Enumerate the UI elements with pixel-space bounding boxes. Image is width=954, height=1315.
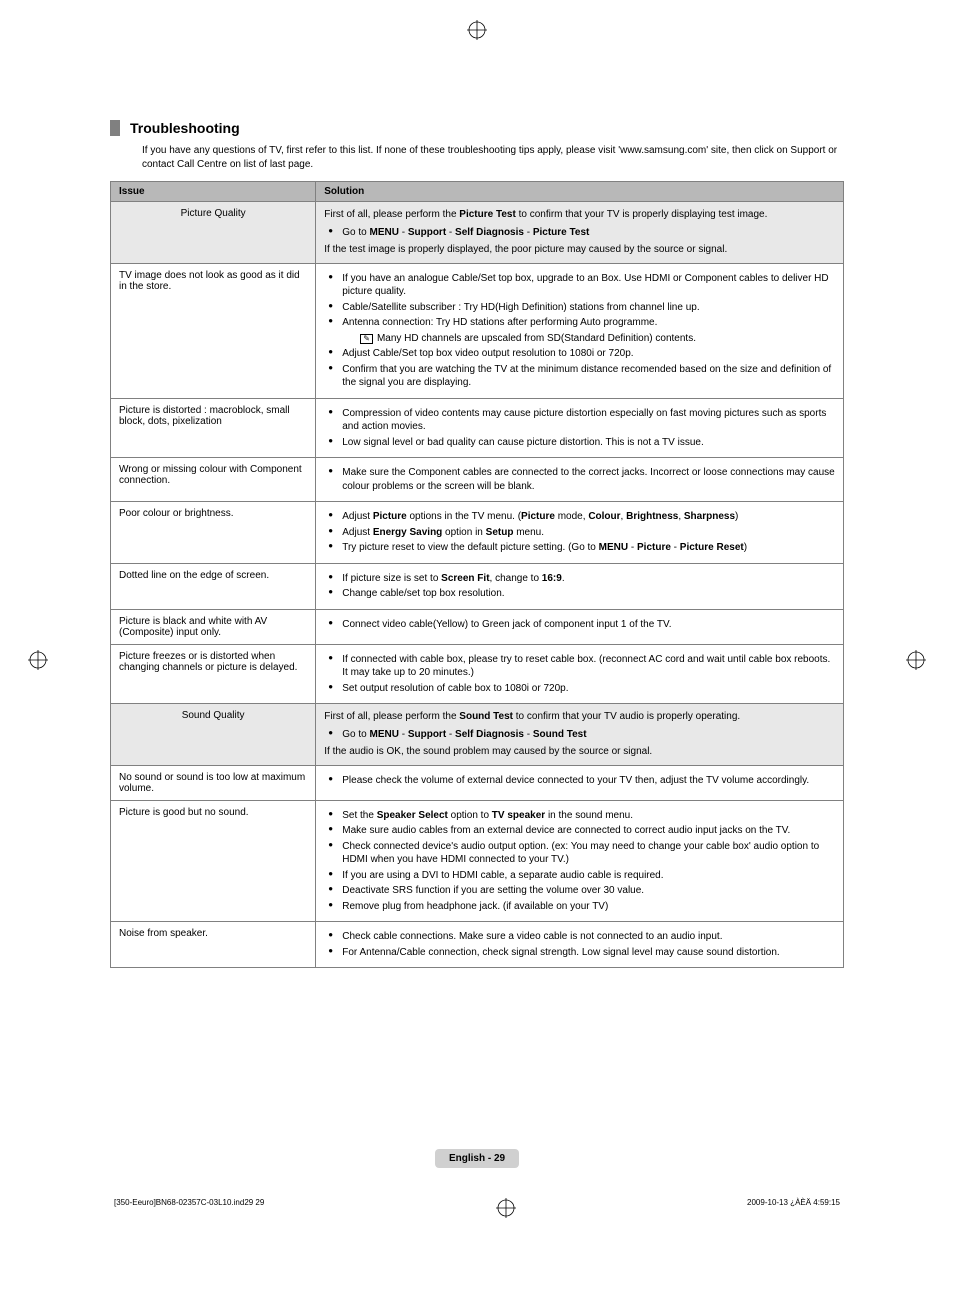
solution-item: Adjust Picture options in the TV menu. (… (324, 510, 835, 524)
crop-mark-top (467, 20, 487, 40)
solution-item: Make sure the Component cables are conne… (324, 466, 835, 493)
print-footer-right: 2009-10-13 ¿ÀÈÄ 4:59:15 (747, 1198, 840, 1218)
solution-item: Deactivate SRS function if you are setti… (324, 884, 835, 898)
table-row: Poor colour or brightness. Adjust Picture… (111, 502, 844, 564)
issue-cell: Picture is good but no sound. (111, 800, 316, 922)
solution-item: Change cable/set top box resolution. (324, 587, 835, 601)
section-header: Troubleshooting (110, 120, 844, 136)
table-row: Picture is distorted : macroblock, small… (111, 398, 844, 458)
solution-intro: First of all, please perform the Sound T… (324, 710, 835, 724)
note-icon: ✎ (360, 334, 373, 345)
solution-item: Connect video cable(Yellow) to Green jac… (324, 618, 835, 632)
solution-item: Go to MENU - Support - Self Diagnosis - … (324, 226, 835, 240)
solution-item: Set the Speaker Select option to TV spea… (324, 809, 835, 823)
solution-item: Try picture reset to view the default pi… (324, 541, 835, 555)
issue-cell: Picture Quality (111, 202, 316, 264)
solution-item: Remove plug from headphone jack. (if ava… (324, 900, 835, 914)
solution-item: Low signal level or bad quality can caus… (324, 436, 835, 450)
solution-intro: First of all, please perform the Picture… (324, 208, 835, 222)
solution-item: Adjust Cable/Set top box video output re… (324, 347, 835, 361)
solution-cell: Make sure the Component cables are conne… (316, 458, 844, 502)
crop-mark-bottom (496, 1198, 516, 1218)
solution-item: For Antenna/Cable connection, check sign… (324, 946, 835, 960)
table-row: Noise from speaker. Check cable connectio… (111, 922, 844, 968)
solution-item: Compression of video contents may cause … (324, 407, 835, 434)
issue-cell: No sound or sound is too low at maximum … (111, 765, 316, 800)
solution-cell: Please check the volume of external devi… (316, 765, 844, 800)
solution-list: Go to MENU - Support - Self Diagnosis - … (324, 728, 835, 742)
issue-cell: Picture is distorted : macroblock, small… (111, 398, 316, 458)
solution-list: Make sure the Component cables are conne… (324, 466, 835, 493)
solution-item: If you have an analogue Cable/Set top bo… (324, 272, 835, 299)
print-footer-left: [350-Eeuro]BN68-02357C-03L10.ind29 29 (114, 1198, 264, 1218)
table-row: Wrong or missing colour with Component c… (111, 458, 844, 502)
table-row: Sound Quality First of all, please perfor… (111, 704, 844, 766)
table-row: No sound or sound is too low at maximum … (111, 765, 844, 800)
solution-item: Adjust Energy Saving option in Setup men… (324, 526, 835, 540)
solution-item: If you are using a DVI to HDMI cable, a … (324, 869, 835, 883)
solution-item: Antenna connection: Try HD stations afte… (324, 316, 835, 330)
table-row: Picture is black and white with AV (Comp… (111, 609, 844, 644)
section-title: Troubleshooting (130, 120, 240, 136)
solution-cell: Adjust Picture options in the TV menu. (… (316, 502, 844, 564)
solution-item: Go to MENU - Support - Self Diagnosis - … (324, 728, 835, 742)
col-header-issue: Issue (111, 182, 316, 202)
issue-cell: Wrong or missing colour with Component c… (111, 458, 316, 502)
crop-mark-left (28, 650, 48, 670)
solution-list: Please check the volume of external devi… (324, 774, 835, 788)
intro-text: If you have any questions of TV, first r… (142, 144, 844, 171)
solution-cell: If connected with cable box, please try … (316, 644, 844, 704)
section-marker-icon (110, 120, 120, 136)
solution-cell: Connect video cable(Yellow) to Green jac… (316, 609, 844, 644)
solution-closing: If the audio is OK, the sound problem ma… (324, 745, 835, 759)
solution-item: Confirm that you are watching the TV at … (324, 363, 835, 390)
solution-item: If picture size is set to Screen Fit, ch… (324, 572, 835, 586)
solution-list: Compression of video contents may cause … (324, 407, 835, 450)
solution-list: If connected with cable box, please try … (324, 653, 835, 696)
table-row: TV image does not look as good as it did… (111, 263, 844, 398)
page-container: Troubleshooting If you have any question… (0, 0, 954, 1258)
solution-list: Go to MENU - Support - Self Diagnosis - … (324, 226, 835, 240)
page-footer: English - 29 (110, 1148, 844, 1168)
solution-item: Check connected device's audio output op… (324, 840, 835, 867)
solution-list: Set the Speaker Select option to TV spea… (324, 809, 835, 914)
solution-item: ✎Many HD channels are upscaled from SD(S… (324, 332, 835, 346)
issue-cell: Noise from speaker. (111, 922, 316, 968)
solution-cell: First of all, please perform the Sound T… (316, 704, 844, 766)
solution-cell: If picture size is set to Screen Fit, ch… (316, 563, 844, 609)
page-number-badge: English - 29 (435, 1149, 519, 1168)
solution-list: If you have an analogue Cable/Set top bo… (324, 272, 835, 390)
solution-list: Check cable connections. Make sure a vid… (324, 930, 835, 959)
solution-item: If connected with cable box, please try … (324, 653, 835, 680)
solution-item: Cable/Satellite subscriber : Try HD(High… (324, 301, 835, 315)
solution-list: If picture size is set to Screen Fit, ch… (324, 572, 835, 601)
solution-list: Connect video cable(Yellow) to Green jac… (324, 618, 835, 632)
solution-cell: Compression of video contents may cause … (316, 398, 844, 458)
solution-closing: If the test image is properly displayed,… (324, 243, 835, 257)
solution-cell: If you have an analogue Cable/Set top bo… (316, 263, 844, 398)
issue-cell: Dotted line on the edge of screen. (111, 563, 316, 609)
table-row: Picture is good but no sound. Set the Spe… (111, 800, 844, 922)
issue-cell: TV image does not look as good as it did… (111, 263, 316, 398)
issue-cell: Sound Quality (111, 704, 316, 766)
solution-item: Make sure audio cables from an external … (324, 824, 835, 838)
print-footer: [350-Eeuro]BN68-02357C-03L10.ind29 29 20… (110, 1198, 844, 1218)
solution-cell: Check cable connections. Make sure a vid… (316, 922, 844, 968)
table-row: Dotted line on the edge of screen. If pic… (111, 563, 844, 609)
issue-cell: Poor colour or brightness. (111, 502, 316, 564)
issue-cell: Picture freezes or is distorted when cha… (111, 644, 316, 704)
troubleshooting-table: Issue Solution Picture Quality First of a… (110, 181, 844, 968)
solution-item: Check cable connections. Make sure a vid… (324, 930, 835, 944)
col-header-solution: Solution (316, 182, 844, 202)
solution-list: Adjust Picture options in the TV menu. (… (324, 510, 835, 555)
table-row: Picture freezes or is distorted when cha… (111, 644, 844, 704)
issue-cell: Picture is black and white with AV (Comp… (111, 609, 316, 644)
solution-cell: Set the Speaker Select option to TV spea… (316, 800, 844, 922)
table-row: Picture Quality First of all, please perf… (111, 202, 844, 264)
solution-item: Please check the volume of external devi… (324, 774, 835, 788)
crop-mark-right (906, 650, 926, 670)
solution-item: Set output resolution of cable box to 10… (324, 682, 835, 696)
solution-cell: First of all, please perform the Picture… (316, 202, 844, 264)
